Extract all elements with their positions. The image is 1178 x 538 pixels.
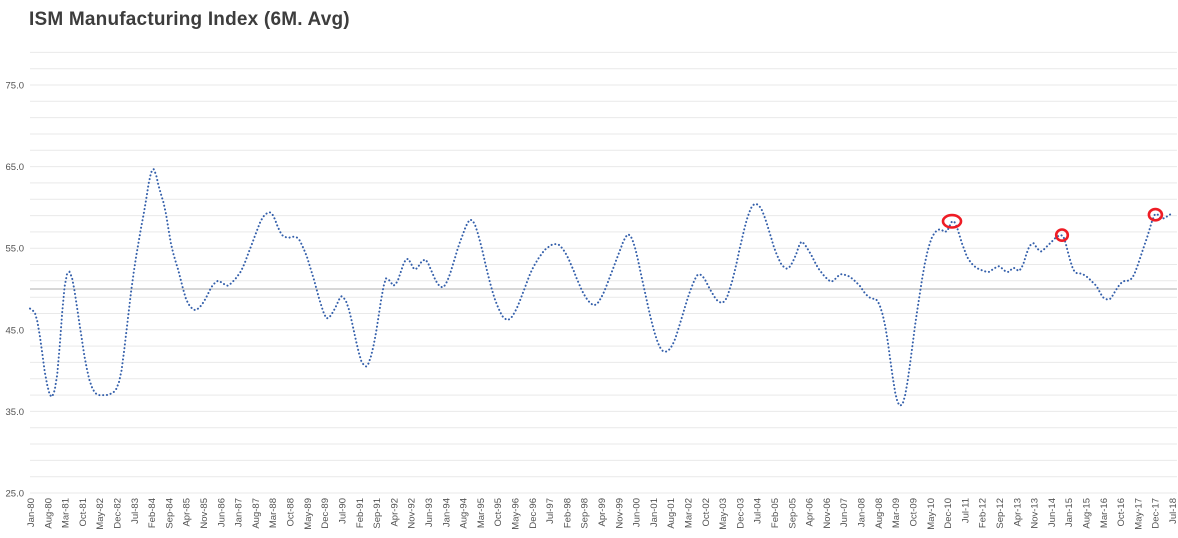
x-tick-label: Jan-01 <box>649 498 660 527</box>
x-tick-label: Jan-80 <box>26 498 37 527</box>
x-tick-label: Aug-08 <box>874 498 885 529</box>
x-tick-label: Feb-91 <box>355 498 366 528</box>
x-tick-label: Sep-12 <box>995 498 1006 529</box>
x-tick-label: May-82 <box>95 498 106 530</box>
x-tick-label: May-89 <box>303 498 314 530</box>
x-tick-label: Nov-99 <box>614 498 625 529</box>
x-tick-label: Oct-02 <box>701 498 712 527</box>
x-tick-label: May-17 <box>1133 498 1144 530</box>
x-tick-label: Aug-87 <box>251 498 262 529</box>
y-tick-label: 65.0 <box>6 162 25 173</box>
x-tick-label: Aug-94 <box>459 498 470 529</box>
x-tick-label: Oct-16 <box>1116 498 1127 527</box>
x-tick-label: Apr-85 <box>182 498 193 527</box>
annotation-circle <box>1054 228 1070 242</box>
y-tick-label: 75.0 <box>6 81 25 92</box>
x-tick-label: Sep-05 <box>787 498 798 529</box>
x-tick-label: Sep-91 <box>372 498 383 529</box>
x-tick-label: Jul-83 <box>130 498 141 524</box>
x-tick-label: Jan-94 <box>441 498 452 527</box>
x-tick-label: Oct-95 <box>493 498 504 527</box>
x-tick-label: Sep-98 <box>580 498 591 529</box>
annotation-circles <box>941 207 1164 242</box>
x-tick-label: Jul-97 <box>545 498 556 524</box>
x-tick-label: Mar-88 <box>268 498 279 528</box>
x-tick-label: May-96 <box>511 498 522 530</box>
x-tick-label: Dec-10 <box>943 498 954 529</box>
x-tick-label: Jan-15 <box>1064 498 1075 527</box>
y-tick-label: 25.0 <box>6 489 25 500</box>
ism-series-line <box>29 167 1173 408</box>
x-tick-label: Nov-13 <box>1030 498 1041 529</box>
chart-title: ISM Manufacturing Index (6M. Avg) <box>29 9 350 30</box>
x-tick-label: Sep-84 <box>164 498 175 529</box>
annotation-circle <box>941 213 963 229</box>
x-tick-label: Dec-96 <box>528 498 539 529</box>
x-axis-labels: Jan-80 Aug-80 Mar-81 Oct-81 May-82 Dec-82 Jul-… <box>26 498 1178 530</box>
x-tick-label: Dec-89 <box>320 498 331 529</box>
y-tick-label: 35.0 <box>6 407 25 418</box>
x-tick-label: Mar-09 <box>891 498 902 528</box>
x-tick-label: Dec-17 <box>1151 498 1162 529</box>
x-tick-label: Jun-14 <box>1047 498 1058 527</box>
x-tick-label: Jan-87 <box>234 498 245 527</box>
x-tick-label: Jul-04 <box>753 498 764 524</box>
x-tick-label: Oct-81 <box>78 498 89 527</box>
x-tick-label: Mar-95 <box>476 498 487 528</box>
x-tick-label: Jun-07 <box>839 498 850 527</box>
x-tick-label: Apr-13 <box>1012 498 1023 527</box>
x-tick-label: Oct-88 <box>286 498 297 527</box>
x-tick-label: Feb-05 <box>770 498 781 528</box>
x-tick-label: Aug-01 <box>666 498 677 529</box>
y-axis-labels: 75.0 65.0 55.0 45.0 35.0 25.0 <box>6 81 25 500</box>
x-tick-label: Nov-06 <box>822 498 833 529</box>
x-tick-label: Mar-02 <box>684 498 695 528</box>
x-tick-label: Jul-18 <box>1168 498 1178 524</box>
x-tick-label: Jul-90 <box>338 498 349 524</box>
x-tick-label: May-10 <box>926 498 937 530</box>
x-tick-label: Apr-06 <box>805 498 816 527</box>
y-tick-label: 55.0 <box>6 244 25 255</box>
x-tick-label: Jun-86 <box>216 498 227 527</box>
x-tick-label: Feb-12 <box>978 498 989 528</box>
x-tick-label: Oct-09 <box>909 498 920 527</box>
x-tick-label: Dec-03 <box>735 498 746 529</box>
x-tick-label: Jun-00 <box>632 498 643 527</box>
y-tick-label: 45.0 <box>6 325 25 336</box>
x-tick-label: Mar-81 <box>61 498 72 528</box>
x-tick-label: Aug-15 <box>1082 498 1093 529</box>
x-tick-label: Nov-92 <box>407 498 418 529</box>
x-tick-label: Jun-93 <box>424 498 435 527</box>
gridlines <box>30 51 1177 494</box>
x-tick-label: Nov-85 <box>199 498 210 529</box>
x-tick-label: Apr-92 <box>389 498 400 527</box>
x-tick-label: May-03 <box>718 498 729 530</box>
x-tick-label: Feb-98 <box>562 498 573 528</box>
annotation-circle <box>1147 207 1164 222</box>
x-tick-label: Jul-11 <box>960 498 971 523</box>
x-tick-label: Dec-82 <box>113 498 124 529</box>
x-tick-label: Feb-84 <box>147 498 158 528</box>
x-tick-label: Aug-80 <box>43 498 54 529</box>
x-tick-label: Mar-16 <box>1099 498 1110 528</box>
x-tick-label: Apr-99 <box>597 498 608 527</box>
x-tick-label: Jan-08 <box>857 498 868 527</box>
